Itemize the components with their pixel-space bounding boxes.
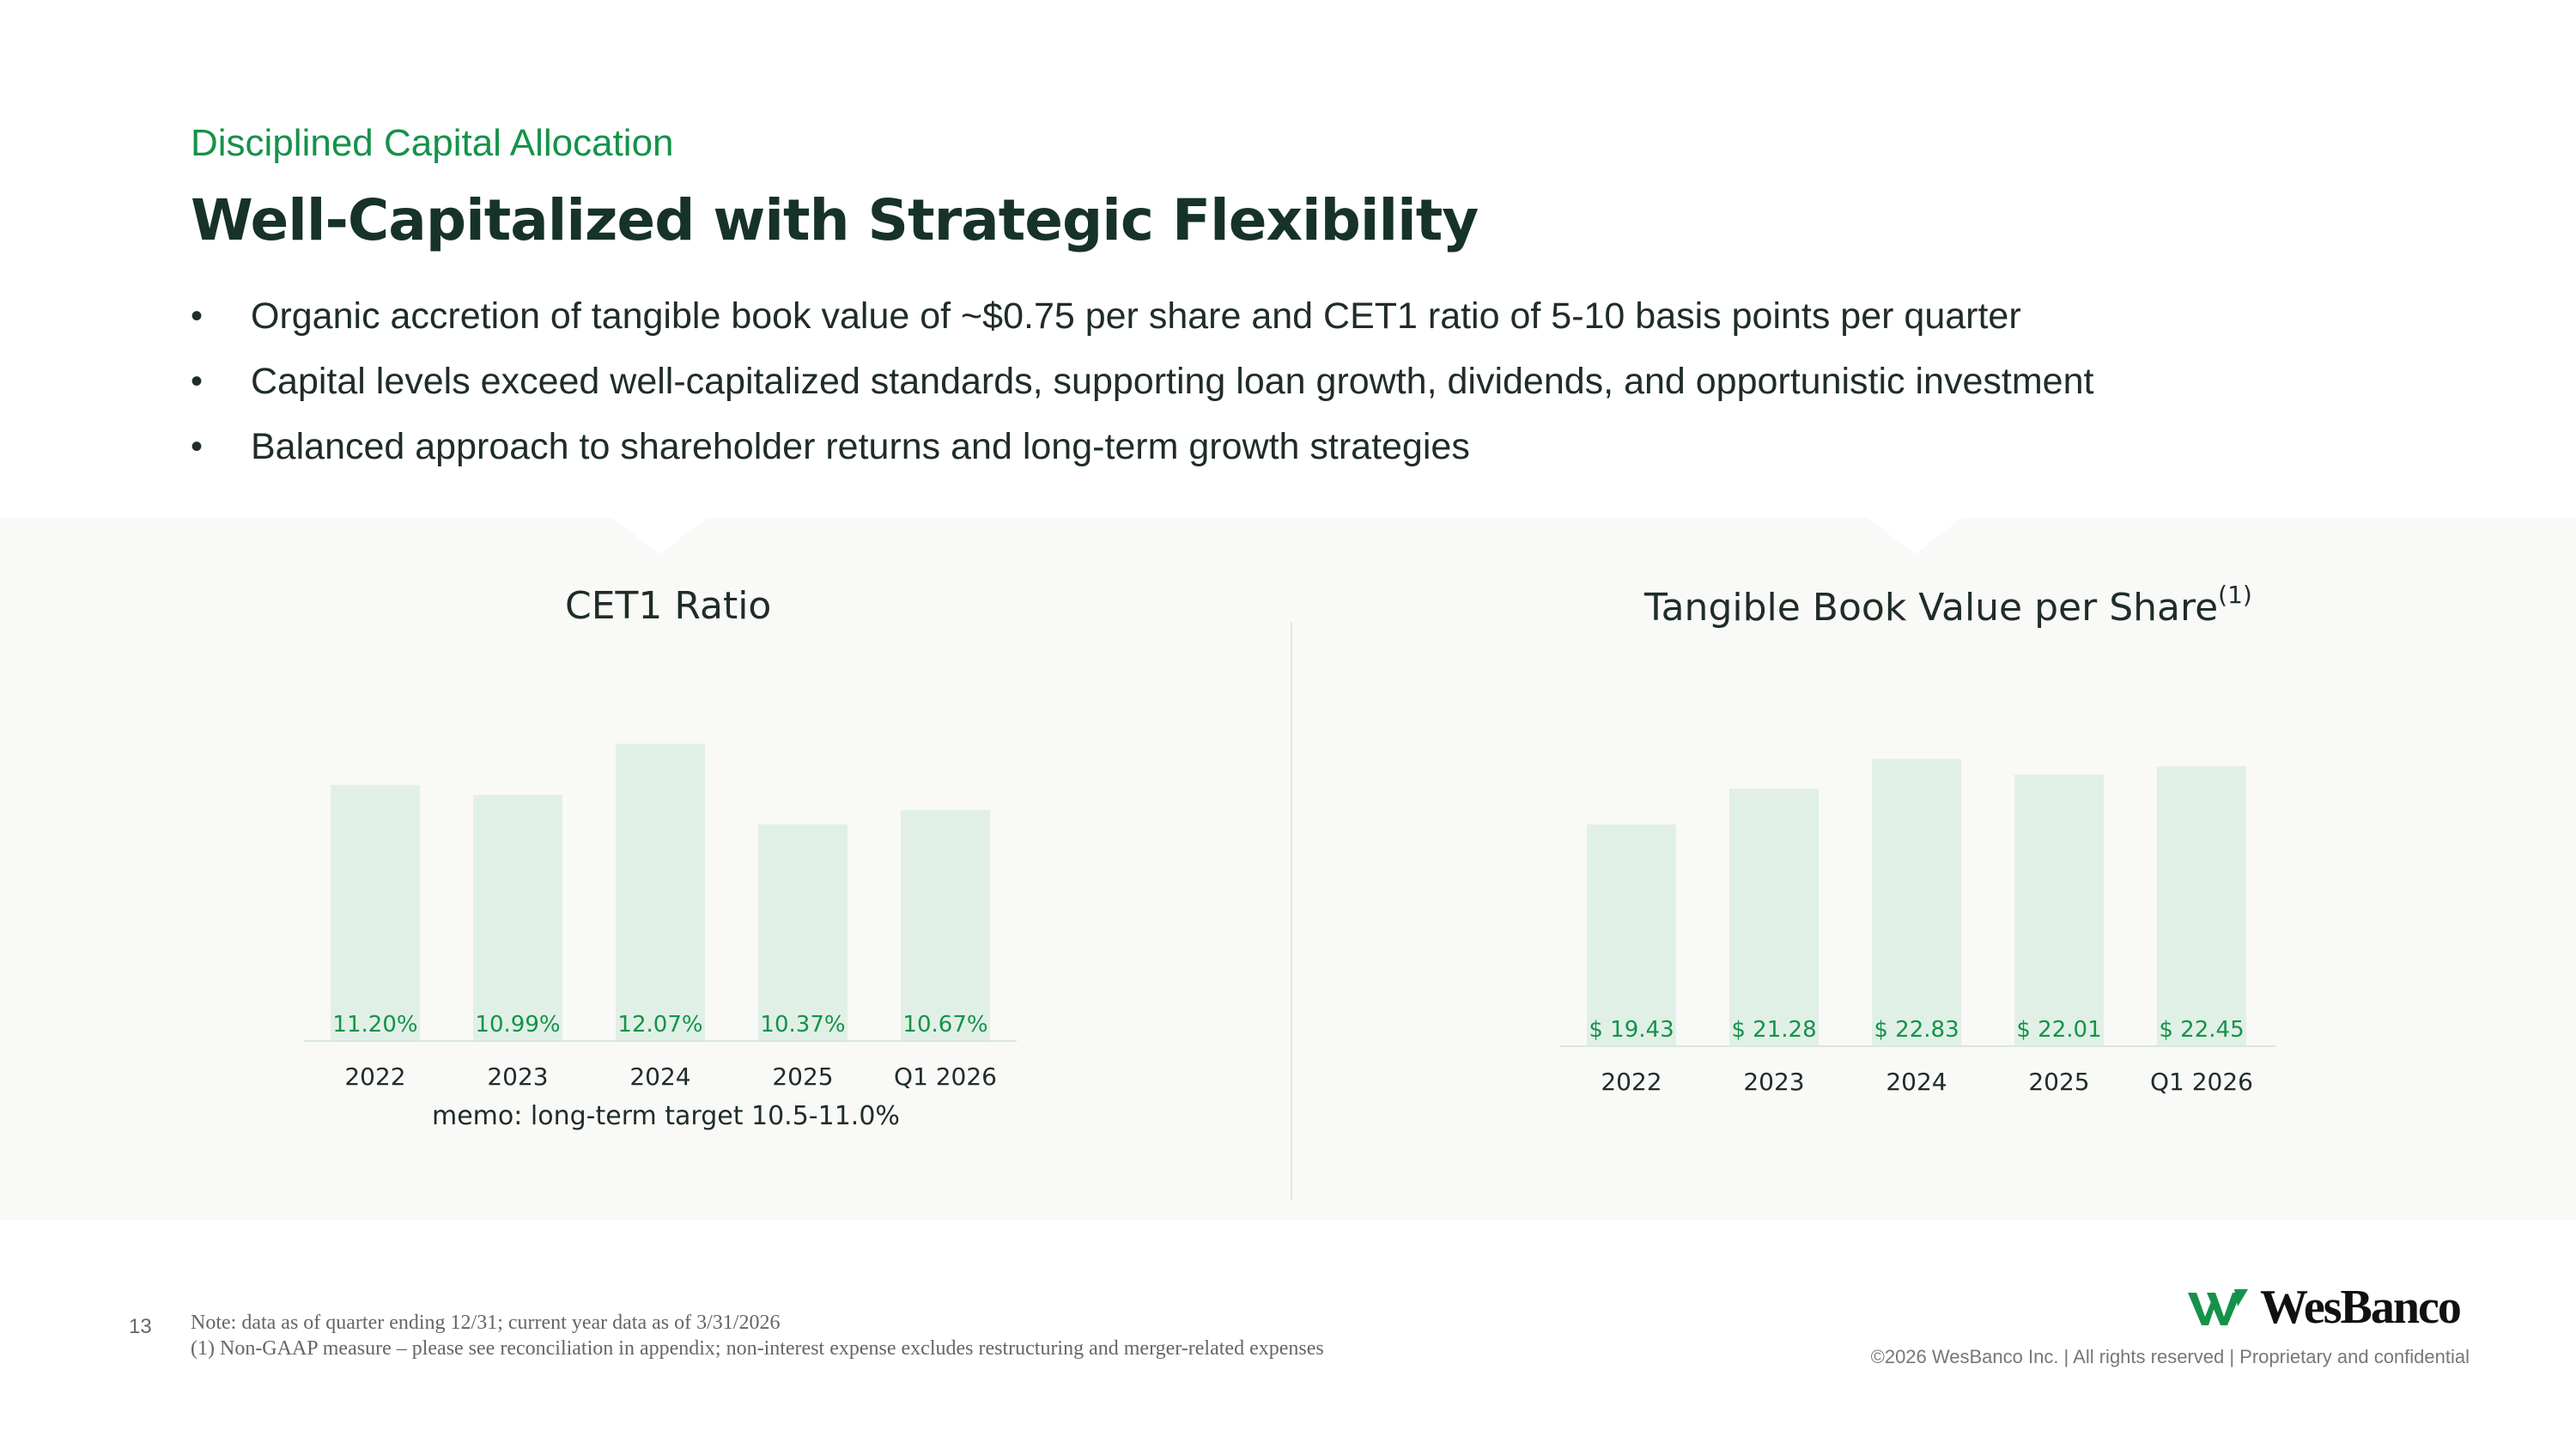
bullet-item: • Balanced approach to shareholder return… (191, 414, 2093, 479)
tbv-value-label: $ 22.45 (2159, 1017, 2244, 1043)
wesbanco-logo: WesBanco (2188, 1281, 2462, 1334)
tbv-category-label: 2024 (1886, 1068, 1947, 1096)
cet1-memo: memo: long-term target 10.5-11.0% (432, 1101, 900, 1131)
tbv-category-label: 2023 (1743, 1068, 1804, 1096)
wesbanco-w-icon (2188, 1289, 2248, 1325)
tbv-bar (1729, 788, 1819, 1046)
cet1-category-label: 2024 (629, 1062, 690, 1091)
cet1-bar (473, 795, 562, 1041)
logo-text: WesBanco (2260, 1281, 2462, 1334)
cet1-category-label: Q1 2026 (894, 1062, 997, 1091)
bullet-dot-icon: • (191, 297, 204, 335)
footnote-non-gaap: (1) Non-GAAP measure – please see reconc… (191, 1337, 1324, 1360)
panel-notch-right (1868, 518, 1962, 554)
cet1-chart-title-text: CET1 Ratio (565, 584, 772, 628)
tbv-chart-title-text: Tangible Book Value per Share (1644, 586, 2219, 630)
cet1-bar (901, 810, 990, 1041)
cet1-value-label: 11.20% (332, 1012, 417, 1038)
bullet-item: • Organic accretion of tangible book valu… (191, 283, 2093, 349)
tbv-value-label: $ 19.43 (1589, 1017, 1674, 1043)
cet1-value-label: 12.07% (617, 1012, 702, 1038)
tbv-category-label: 2025 (2028, 1068, 2089, 1096)
bullet-text: Balanced approach to shareholder returns… (251, 426, 1470, 467)
tbv-value-label: $ 21.28 (1731, 1017, 1816, 1043)
bullet-text: Organic accretion of tangible book value… (251, 295, 2021, 337)
tbv-bar (2014, 774, 2104, 1046)
bullet-dot-icon: • (191, 428, 204, 466)
page-title: Well-Capitalized with Strategic Flexibil… (191, 187, 1479, 253)
panel-notch-left (612, 518, 707, 554)
tbv-bar (1872, 758, 1961, 1046)
tbv-bar (1587, 824, 1676, 1046)
copyright: ©2026 WesBanco Inc. | All rights reserve… (1870, 1346, 2470, 1367)
kicker: Disciplined Capital Allocation (191, 122, 674, 164)
cet1-value-label: 10.67% (902, 1012, 987, 1038)
bullet-text: Capital levels exceed well-capitalized s… (251, 361, 2094, 402)
page-number: 13 (129, 1315, 152, 1338)
cet1-category-label: 2023 (487, 1062, 548, 1091)
tbv-title-superscript: (1) (2218, 581, 2252, 609)
cet1-value-label: 10.99% (475, 1012, 560, 1038)
cet1-category-label: 2022 (344, 1062, 405, 1091)
cet1-bar (616, 743, 705, 1041)
footnote-data: Note: data as of quarter ending 12/31; c… (191, 1312, 781, 1334)
cet1-category-label: 2025 (772, 1062, 833, 1091)
tbv-chart-title: Tangible Book Value per Share(1) (1644, 581, 2252, 630)
chart-panel (0, 518, 2576, 1221)
chart-divider (1291, 622, 1292, 1201)
tbv-category-label: Q1 2026 (2150, 1068, 2253, 1096)
tbv-value-label: $ 22.83 (1874, 1017, 1959, 1043)
tbv-bar (2157, 766, 2246, 1046)
bullet-dot-icon: • (191, 362, 204, 400)
cet1-bar (331, 784, 420, 1041)
tbv-value-label: $ 22.01 (2016, 1017, 2101, 1043)
tbv-category-label: 2022 (1601, 1068, 1662, 1096)
bullet-item: • Capital levels exceed well-capitalized … (191, 349, 2093, 414)
cet1-value-label: 10.37% (760, 1012, 845, 1038)
cet1-chart-title: CET1 Ratio (565, 584, 771, 628)
cet1-bar (758, 824, 848, 1041)
bullet-list: • Organic accretion of tangible book valu… (191, 283, 2093, 479)
